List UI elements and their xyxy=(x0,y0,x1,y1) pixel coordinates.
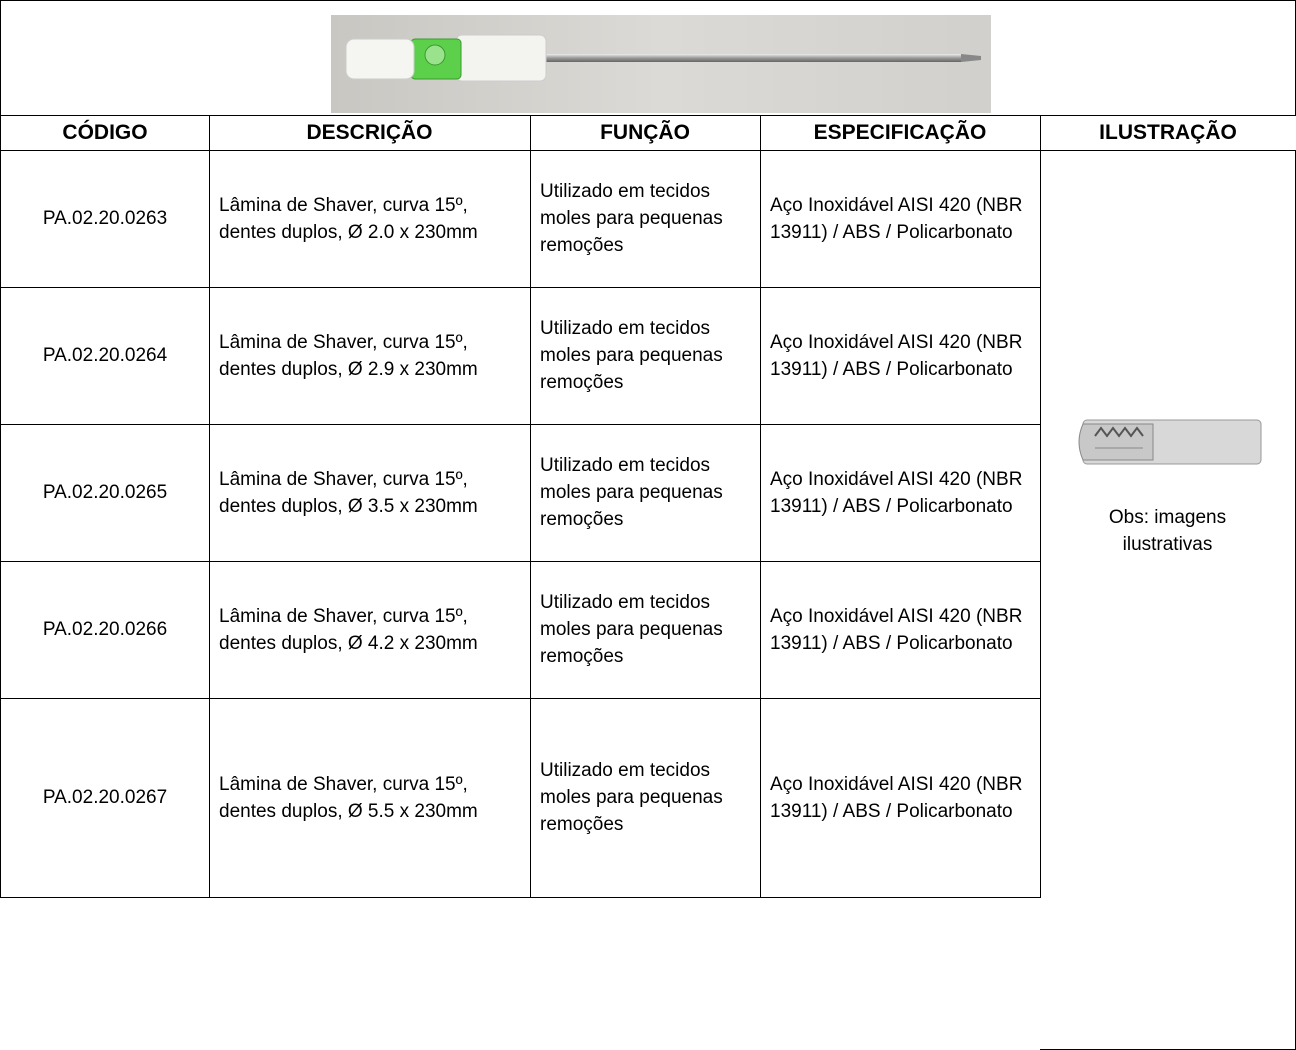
table-cell-text: Utilizado em tecidos moles para pequenas… xyxy=(540,760,723,835)
table-cell-text: Aço Inoxidável AISI 420 (NBR 13911) / AB… xyxy=(770,194,1023,243)
column-header: DESCRIÇÃO xyxy=(209,115,531,151)
table-cell: PA.02.20.0266 xyxy=(0,561,210,699)
table-cell-text: PA.02.20.0263 xyxy=(42,208,168,229)
table-cell-text: Utilizado em tecidos moles para pequenas… xyxy=(540,181,723,256)
table-cell: Lâmina de Shaver, curva 15º, dentes dupl… xyxy=(209,150,531,288)
illustration-cell: Obs: imagens ilustrativas xyxy=(1040,150,1296,1050)
column-header-text: ESPECIFICAÇÃO xyxy=(813,121,987,144)
column-header-text: DESCRIÇÃO xyxy=(306,121,433,144)
column-header: FUNÇÃO xyxy=(530,115,761,151)
table-cell-text: Lâmina de Shaver, curva 15º, dentes dupl… xyxy=(219,773,478,822)
table-cell-text: Lâmina de Shaver, curva 15º, dentes dupl… xyxy=(219,331,478,380)
table-cell: PA.02.20.0263 xyxy=(0,150,210,288)
table-cell-text: Utilizado em tecidos moles para pequenas… xyxy=(540,318,723,393)
table-cell: Aço Inoxidável AISI 420 (NBR 13911) / AB… xyxy=(760,287,1041,425)
table-cell: Aço Inoxidável AISI 420 (NBR 13911) / AB… xyxy=(760,698,1041,898)
table-cell: Utilizado em tecidos moles para pequenas… xyxy=(530,698,761,898)
product-photo xyxy=(331,15,991,113)
table-cell-text: Lâmina de Shaver, curva 15º, dentes dupl… xyxy=(219,468,478,517)
illustration-image xyxy=(1078,419,1261,465)
table-cell-text: Aço Inoxidável AISI 420 (NBR 13911) / AB… xyxy=(770,468,1023,517)
table-cell-text: Aço Inoxidável AISI 420 (NBR 13911) / AB… xyxy=(770,331,1023,380)
column-header-text: CÓDIGO xyxy=(62,121,148,144)
column-header: ILUSTRAÇÃO xyxy=(1040,115,1296,151)
table-cell: PA.02.20.0265 xyxy=(0,424,210,562)
table-cell: Aço Inoxidável AISI 420 (NBR 13911) / AB… xyxy=(760,150,1041,288)
table-cell: Lâmina de Shaver, curva 15º, dentes dupl… xyxy=(209,424,531,562)
illustration-note: Obs: imagens ilustrativas xyxy=(1108,507,1227,555)
column-header-text: FUNÇÃO xyxy=(600,121,690,144)
table-cell: PA.02.20.0267 xyxy=(0,698,210,898)
table-cell-text: Aço Inoxidável AISI 420 (NBR 13911) / AB… xyxy=(770,605,1023,654)
table-cell-text: Lâmina de Shaver, curva 15º, dentes dupl… xyxy=(219,605,478,654)
table-cell: Aço Inoxidável AISI 420 (NBR 13911) / AB… xyxy=(760,424,1041,562)
column-header-text: ILUSTRAÇÃO xyxy=(1099,121,1237,144)
table-cell-text: Lâmina de Shaver, curva 15º, dentes dupl… xyxy=(219,194,478,243)
table-cell: Aço Inoxidável AISI 420 (NBR 13911) / AB… xyxy=(760,561,1041,699)
table-cell: Lâmina de Shaver, curva 15º, dentes dupl… xyxy=(209,698,531,898)
table-cell: Utilizado em tecidos moles para pequenas… xyxy=(530,150,761,288)
table-cell: Lâmina de Shaver, curva 15º, dentes dupl… xyxy=(209,561,531,699)
column-header: CÓDIGO xyxy=(0,115,210,151)
table-cell-text: PA.02.20.0265 xyxy=(42,482,168,503)
table-cell-text: PA.02.20.0267 xyxy=(42,787,168,808)
table-cell: Lâmina de Shaver, curva 15º, dentes dupl… xyxy=(209,287,531,425)
table-cell: Utilizado em tecidos moles para pequenas… xyxy=(530,287,761,425)
table-cell: PA.02.20.0264 xyxy=(0,287,210,425)
table-cell: Utilizado em tecidos moles para pequenas… xyxy=(530,561,761,699)
table-cell-text: Aço Inoxidável AISI 420 (NBR 13911) / AB… xyxy=(770,773,1023,822)
column-header: ESPECIFICAÇÃO xyxy=(760,115,1041,151)
table-cell: Utilizado em tecidos moles para pequenas… xyxy=(530,424,761,562)
table-cell-text: PA.02.20.0266 xyxy=(42,619,168,640)
product-photo-cell xyxy=(0,0,1296,116)
table-cell-text: Utilizado em tecidos moles para pequenas… xyxy=(540,455,723,530)
table-cell-text: PA.02.20.0264 xyxy=(42,345,168,366)
table-cell-text: Utilizado em tecidos moles para pequenas… xyxy=(540,592,723,667)
